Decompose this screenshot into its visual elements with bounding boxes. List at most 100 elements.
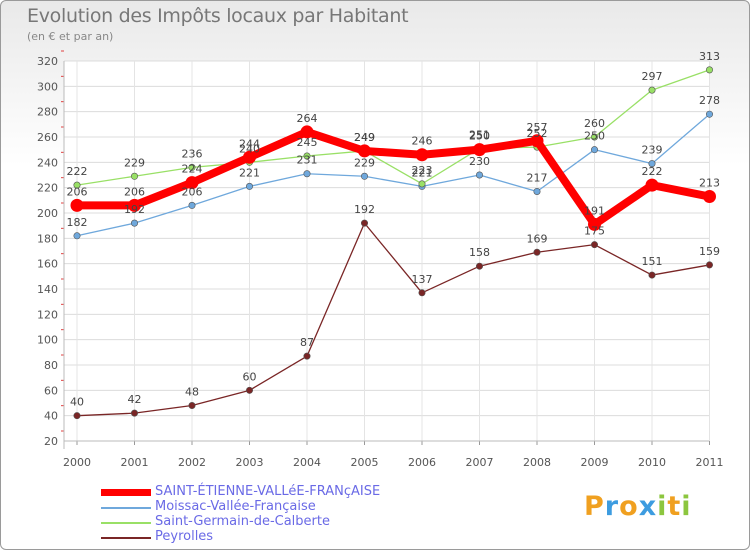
data-point	[648, 86, 656, 94]
data-label: 257	[527, 121, 548, 134]
y-tick-label: 140	[37, 283, 58, 296]
data-point	[131, 172, 139, 180]
brand-letter: i	[681, 491, 692, 522]
data-label: 313	[699, 50, 720, 63]
data-point	[475, 171, 483, 179]
x-tick-label: 2009	[581, 456, 609, 469]
data-point	[590, 241, 598, 249]
y-tick-label: 200	[37, 207, 58, 220]
data-point	[418, 180, 426, 188]
y-axis: 20 40 60 80 100 120 140 160 180 200 220 240 260 280 30…	[37, 50, 65, 449]
data-point	[303, 170, 311, 178]
data-point	[533, 187, 541, 195]
data-point	[530, 134, 544, 148]
y-tick-label: 160	[37, 258, 58, 271]
chart-title: Evolution des Impôts locaux par Habitant	[27, 5, 409, 27]
x-tick-label: 2000	[63, 456, 91, 469]
legend-swatch	[101, 537, 151, 539]
data-label: 240	[239, 142, 260, 155]
legend-swatch	[101, 489, 151, 496]
brand-letter: o	[619, 491, 639, 522]
data-label: 250	[584, 130, 605, 143]
chart-subtitle: (en € et par an)	[27, 30, 114, 43]
data-point	[588, 217, 601, 231]
data-label: 297	[642, 70, 663, 83]
data-point	[415, 148, 429, 162]
data-point	[703, 190, 716, 204]
x-tick-label: 2004	[293, 456, 321, 469]
data-label: 191	[584, 204, 605, 217]
data-point	[185, 176, 199, 190]
legend-item: SAINT-ÉTIENNE-VALLéE-FRANçAISE	[101, 484, 481, 500]
brand-letter: r	[604, 491, 620, 522]
data-label: 230	[469, 155, 490, 168]
data-label: 159	[699, 245, 720, 258]
x-tick-label: 2007	[466, 456, 494, 469]
data-point	[73, 181, 81, 189]
legend-swatch	[101, 522, 151, 524]
y-tick-label: 80	[44, 359, 58, 372]
data-label: 42	[128, 393, 142, 406]
x-tick-label: 2011	[696, 456, 724, 469]
data-point	[131, 409, 139, 417]
x-tick-label: 2010	[638, 456, 666, 469]
data-label: 251	[469, 128, 490, 141]
x-tick-label: 2005	[351, 456, 379, 469]
data-point	[128, 198, 141, 212]
data-label: 87	[300, 336, 314, 349]
data-point	[188, 163, 196, 171]
data-point	[303, 152, 311, 160]
data-label: 137	[412, 273, 433, 286]
y-tick-label: 280	[37, 106, 58, 119]
data-point	[243, 150, 256, 164]
data-point	[648, 271, 656, 279]
data-point	[473, 143, 486, 157]
legend-item: Moissac-Vallée-Française	[101, 499, 481, 515]
legend: SAINT-ÉTIENNE-VALLéE-FRANçAISE Moissac-Va…	[101, 484, 481, 545]
data-point	[131, 219, 139, 227]
legend-label: Moissac-Vallée-Française	[155, 499, 316, 514]
grid	[64, 60, 710, 442]
y-tick-label: 220	[37, 182, 58, 195]
data-label: 158	[469, 246, 490, 259]
y-tick-label: 20	[44, 435, 58, 448]
brand-letter: x	[638, 491, 658, 522]
data-label: 252	[527, 127, 548, 140]
data-point	[246, 386, 254, 394]
y-tick-label: 40	[44, 410, 58, 423]
x-axis: 2000 2001 2002 2003 2004 2005 2006 2007 2008 2009…	[63, 440, 724, 469]
y-tick-label: 260	[37, 131, 58, 144]
brand-letter: P	[584, 491, 605, 522]
y-tick-label: 60	[44, 384, 58, 397]
legend-label: SAINT-ÉTIENNE-VALLéE-FRANçAISE	[155, 484, 381, 499]
x-tick-label: 2002	[178, 456, 206, 469]
data-point	[246, 182, 254, 190]
data-label: 182	[67, 216, 88, 229]
data-label: 221	[412, 166, 433, 179]
data-point	[705, 261, 713, 269]
y-tick-label: 240	[37, 156, 58, 169]
data-label: 221	[239, 166, 260, 179]
y-tick-label: 180	[37, 232, 58, 245]
data-label: 250	[469, 130, 490, 143]
series-line-saint-germain-de-calberte	[76, 69, 710, 186]
series-line-saint-tienne-vall-e-fran-aise	[77, 127, 711, 229]
data-point	[300, 125, 314, 139]
legend-item: Peyrolles	[101, 529, 481, 545]
data-label: 249	[354, 131, 375, 144]
data-point	[360, 172, 368, 180]
data-label: 260	[584, 117, 605, 130]
data-label: 206	[182, 185, 203, 198]
data-label: 246	[412, 135, 433, 148]
data-point	[188, 201, 196, 209]
series-line-peyrolles	[76, 222, 710, 417]
data-point	[533, 248, 541, 256]
data-point	[303, 352, 311, 360]
x-tick-label: 2006	[408, 456, 436, 469]
data-label: 169	[527, 232, 548, 245]
data-label: 229	[354, 156, 375, 169]
data-point	[73, 232, 81, 240]
data-label: 278	[699, 94, 720, 107]
data-label: 217	[527, 171, 548, 184]
